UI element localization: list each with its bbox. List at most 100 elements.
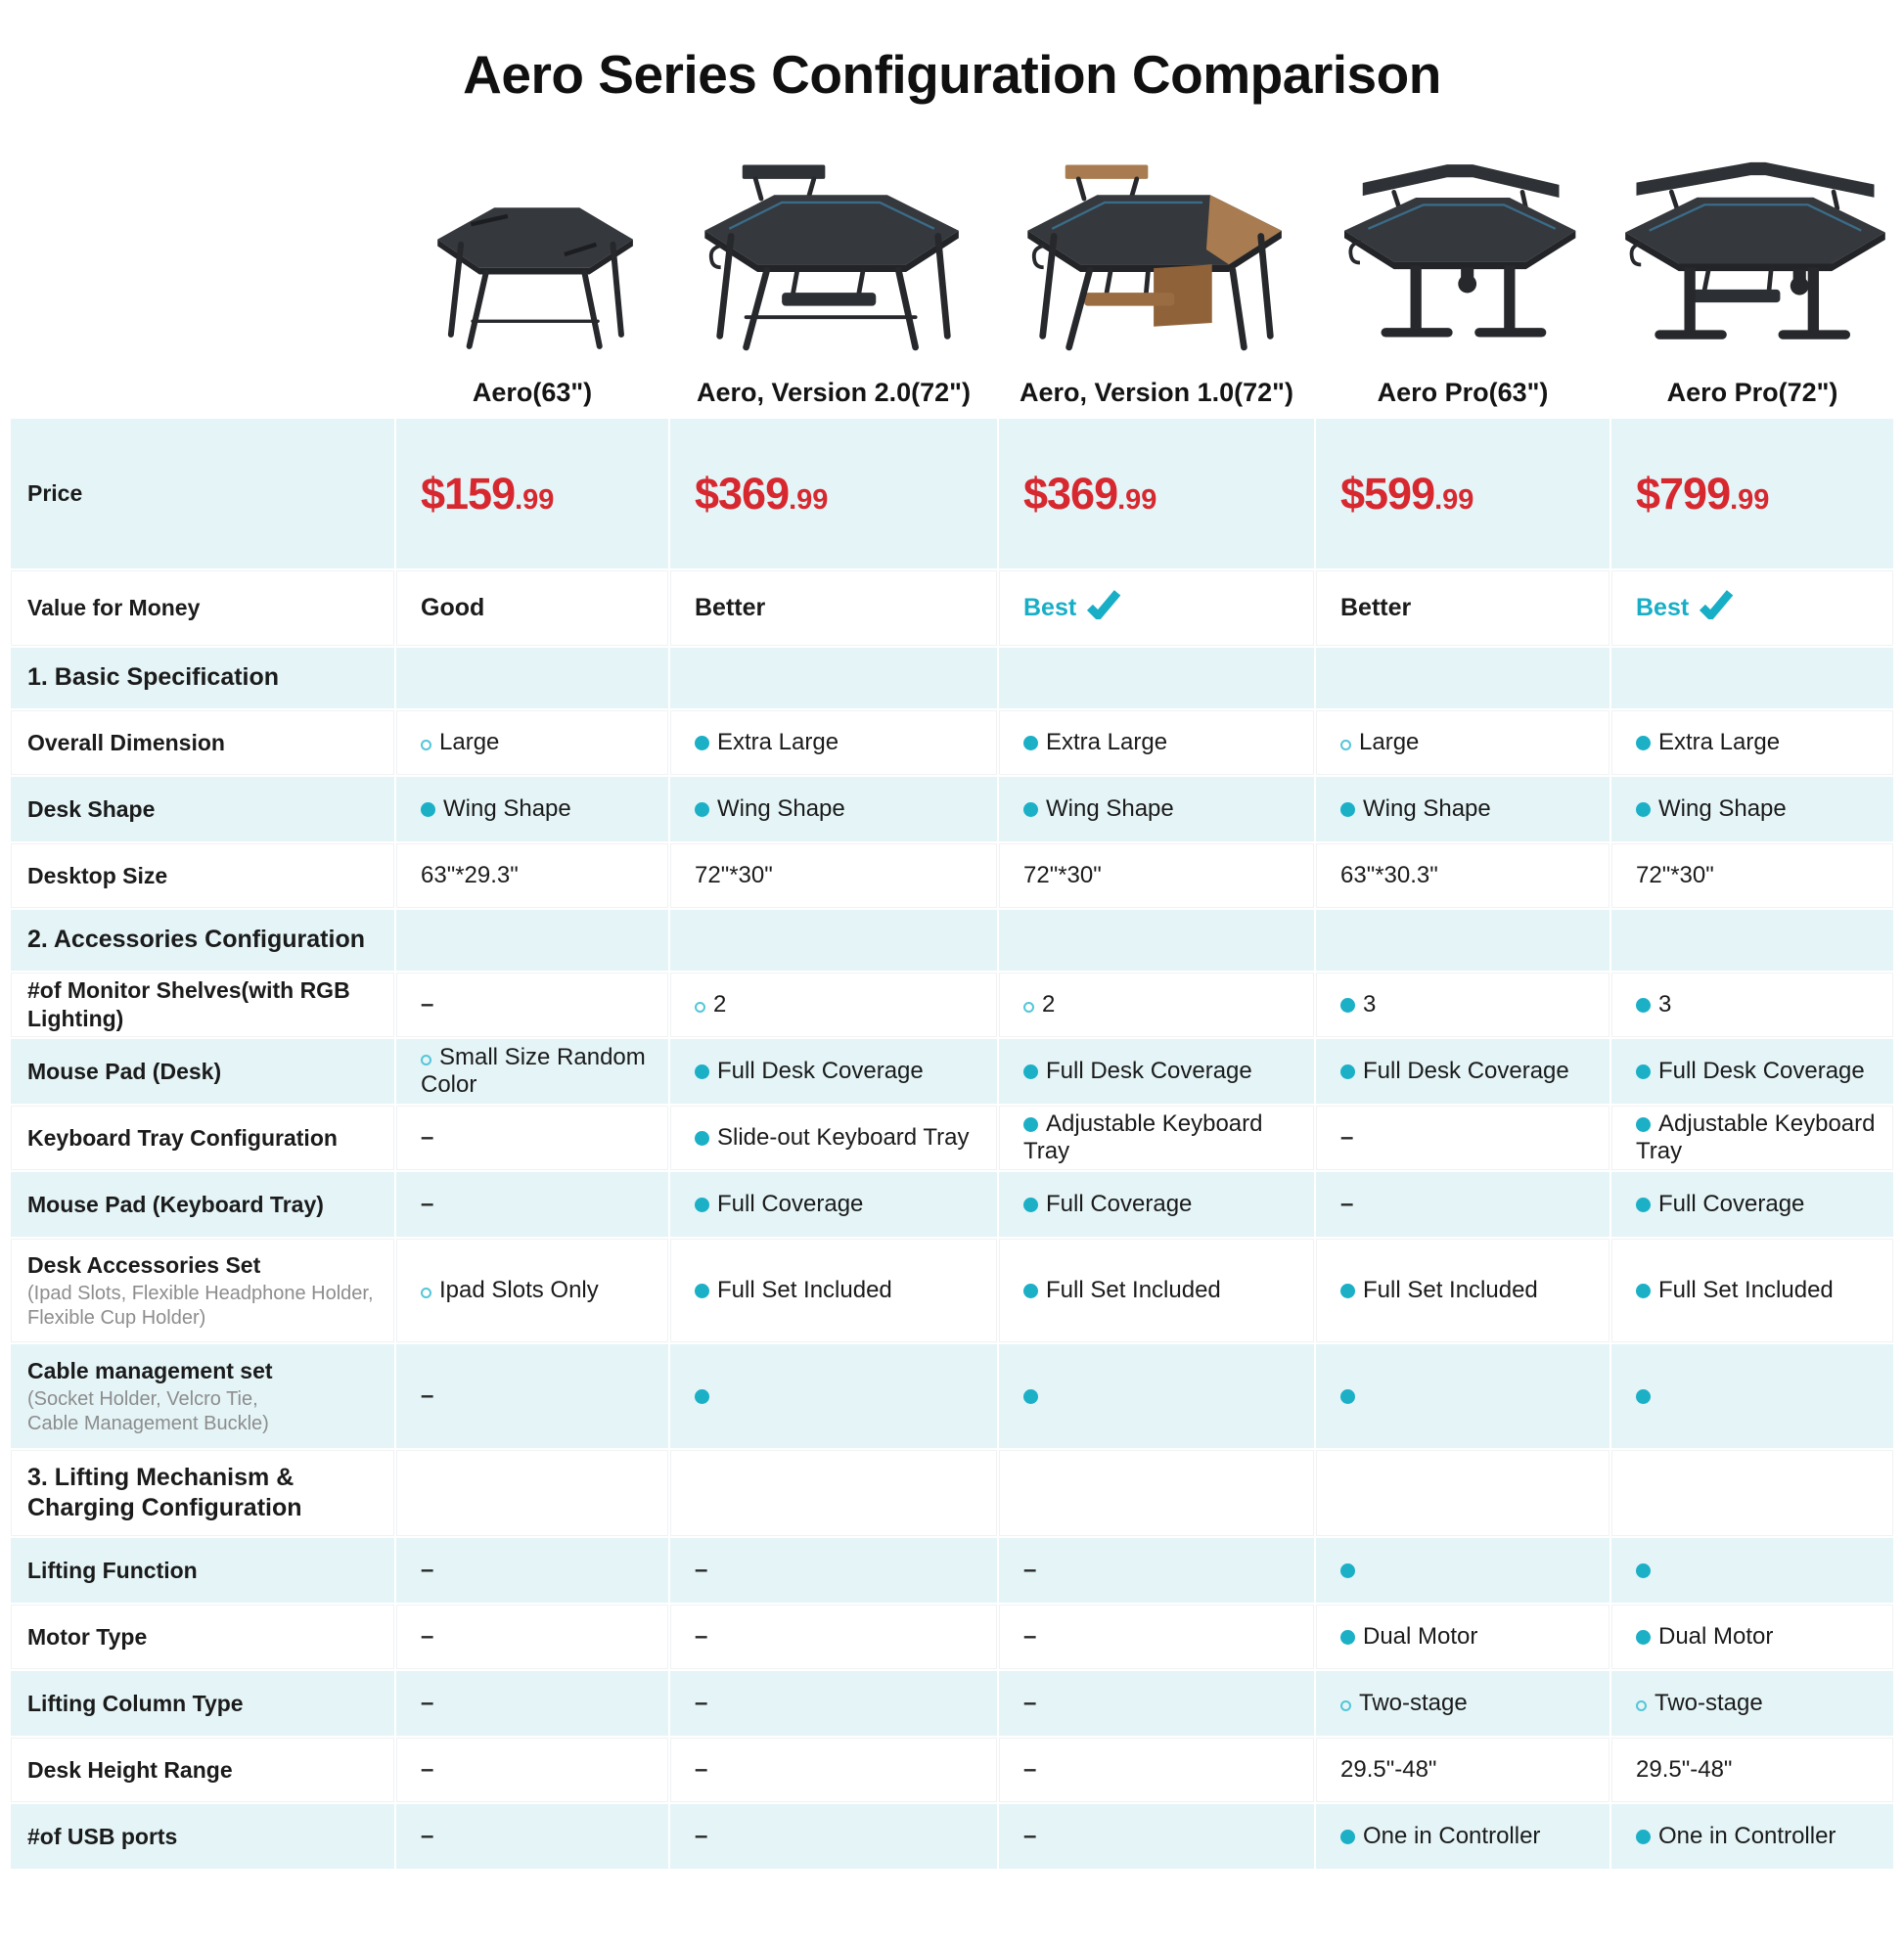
price-cents: .99: [1434, 483, 1474, 516]
cell-value-text: –: [1023, 1557, 1037, 1583]
cell-lifting_column_type-col2: –: [999, 1671, 1314, 1736]
row-label-desk_shape: Desk Shape: [11, 777, 394, 841]
cell-accessories_configuration-col2: [999, 910, 1314, 971]
filled-circle-icon: [421, 802, 435, 817]
table-row-desktop_size: Desktop Size 63"*29.3" 72"*30" 72"*30" 63"*3…: [11, 843, 1893, 908]
product-name: Aero, Version 1.0(72"): [1020, 377, 1293, 407]
cell-monitor_shelves-col0: –: [396, 973, 668, 1037]
cell-mouse_pad_desk-col1: Full Desk Coverage: [670, 1039, 997, 1104]
row-label-desktop_size: Desktop Size: [11, 843, 394, 908]
cell-value-text: 3: [1658, 991, 1672, 1018]
row-label-mouse_pad_keyboard_tray: Mouse Pad (Keyboard Tray): [11, 1172, 394, 1237]
cell-value_for_money-col1: Better: [670, 570, 997, 646]
hollow-circle-icon: [421, 740, 431, 750]
cell-value-text: –: [695, 1623, 708, 1650]
cell-value_for_money-col0: Good: [396, 570, 668, 646]
product-name: Aero(63"): [472, 377, 593, 407]
row-sublabel-line: (Ipad Slots, Flexible Headphone Holder,: [27, 1283, 374, 1305]
filled-circle-icon: [1340, 1830, 1355, 1844]
cell-value-text: 63"*30.3": [1340, 862, 1438, 888]
price-value: $799: [1636, 468, 1731, 519]
cell-mouse_pad_keyboard_tray-col0: –: [396, 1172, 668, 1237]
cell-desktop_size-col2: 72"*30": [999, 843, 1314, 908]
cell-value-text: Extra Large: [1046, 729, 1168, 755]
cell-value-text: 2: [713, 991, 727, 1018]
row-label-text: Lifting Function: [27, 1557, 198, 1583]
cell-value-text: Large: [1359, 729, 1420, 755]
hollow-circle-icon: [1340, 1700, 1351, 1711]
product-image-cell: [396, 121, 668, 366]
filled-circle-icon: [695, 1064, 709, 1079]
filled-circle-icon: [1636, 736, 1651, 750]
cell-overall_dimension-col0: Large: [396, 710, 668, 775]
row-label-text: Overall Dimension: [27, 729, 225, 755]
filled-circle-icon: [1023, 802, 1038, 817]
cell-value_for_money-col4: Best: [1611, 570, 1893, 646]
table-row-basic_specification: 1. Basic Specification: [11, 648, 1893, 708]
cell-basic_specification-col1: [670, 648, 997, 708]
cell-mouse_pad_desk-col2: Full Desk Coverage: [999, 1039, 1314, 1104]
aero-v1-72-desk-render: [1027, 164, 1282, 351]
row-label-text: Keyboard Tray Configuration: [27, 1124, 338, 1151]
row-label-text: Value for Money: [27, 595, 201, 621]
cell-desk_shape-col3: Wing Shape: [1316, 777, 1609, 841]
cell-value-text: One in Controller: [1363, 1823, 1541, 1849]
cell-keyboard_tray_configuration-col4: Adjustable Keyboard Tray: [1611, 1106, 1893, 1170]
row-label-price: Price: [11, 419, 394, 568]
row-label-text: Mouse Pad (Desk): [27, 1058, 222, 1084]
cell-cable_management_set-col4: [1611, 1344, 1893, 1448]
cell-accessories_configuration-col0: [396, 910, 668, 971]
cell-value-text: –: [695, 1756, 708, 1783]
cell-mouse_pad_keyboard_tray-col4: Full Coverage: [1611, 1172, 1893, 1237]
cell-desk_height_range-col1: –: [670, 1738, 997, 1802]
cell-desk_height_range-col3: 29.5"-48": [1316, 1738, 1609, 1802]
cell-mouse_pad_desk-col3: Full Desk Coverage: [1316, 1039, 1609, 1104]
cell-mouse_pad_desk-col0: Small Size Random Color: [396, 1039, 668, 1104]
cell-overall_dimension-col3: Large: [1316, 710, 1609, 775]
cell-value-text: –: [421, 1623, 434, 1650]
cell-desk_height_range-col2: –: [999, 1738, 1314, 1802]
cell-desk_height_range-col0: –: [396, 1738, 668, 1802]
row-label-keyboard_tray_configuration: Keyboard Tray Configuration: [11, 1106, 394, 1170]
filled-circle-icon: [1340, 1389, 1355, 1404]
row-label-text: Lifting Column Type: [27, 1690, 244, 1716]
row-label-lifting_function: Lifting Function: [11, 1538, 394, 1603]
cell-value-text: –: [1023, 1823, 1037, 1849]
filled-circle-icon: [1340, 1284, 1355, 1298]
product-image-cell: [1316, 121, 1609, 366]
filled-circle-icon: [1023, 736, 1038, 750]
cell-overall_dimension-col4: Extra Large: [1611, 710, 1893, 775]
cell-accessories_configuration-col3: [1316, 910, 1609, 971]
cell-desk_height_range-col4: 29.5"-48": [1611, 1738, 1893, 1802]
filled-circle-icon: [1340, 1630, 1355, 1645]
cell-motor_type-col3: Dual Motor: [1316, 1605, 1609, 1669]
filled-circle-icon: [1023, 1284, 1038, 1298]
cell-keyboard_tray_configuration-col1: Slide-out Keyboard Tray: [670, 1106, 997, 1170]
product-name: Aero, Version 2.0(72"): [697, 377, 971, 407]
filled-circle-icon: [1636, 1117, 1651, 1132]
cell-value-text: 63"*29.3": [421, 862, 519, 888]
cell-value-text: Full Set Included: [1658, 1277, 1834, 1303]
cell-value-text: Full Desk Coverage: [717, 1058, 924, 1084]
cell-lifting_function-col0: –: [396, 1538, 668, 1603]
filled-circle-icon: [1340, 1563, 1355, 1578]
cell-desk_shape-col2: Wing Shape: [999, 777, 1314, 841]
table-row-motor_type: Motor Type – – – Dual Motor Dual Motor: [11, 1605, 1893, 1669]
cell-value-text: Wing Shape: [1046, 795, 1174, 822]
cell-lifting_function-col2: –: [999, 1538, 1314, 1603]
row-label-motor_type: Motor Type: [11, 1605, 394, 1669]
cell-value-text: 29.5"-48": [1636, 1756, 1733, 1783]
row-label-text: Price: [27, 480, 83, 507]
cell-desk_accessories_set-col2: Full Set Included: [999, 1239, 1314, 1342]
cell-value-text: –: [695, 1823, 708, 1849]
row-label-desk_accessories_set: Desk Accessories Set (Ipad Slots, Flexibl…: [11, 1239, 394, 1342]
product-name: Aero Pro(63"): [1377, 377, 1549, 407]
row-label-text: Mouse Pad (Keyboard Tray): [27, 1191, 324, 1217]
cell-value-text: –: [1023, 1623, 1037, 1650]
cell-value-text: Full Set Included: [717, 1277, 892, 1303]
cell-accessories_configuration-col1: [670, 910, 997, 971]
filled-circle-icon: [695, 1389, 709, 1404]
cell-value-text: –: [421, 1823, 434, 1849]
row-label-text: 2. Accessories Configuration: [27, 926, 365, 954]
table-row-value_for_money: Value for Money Good Better Best Better Best: [11, 570, 1893, 646]
